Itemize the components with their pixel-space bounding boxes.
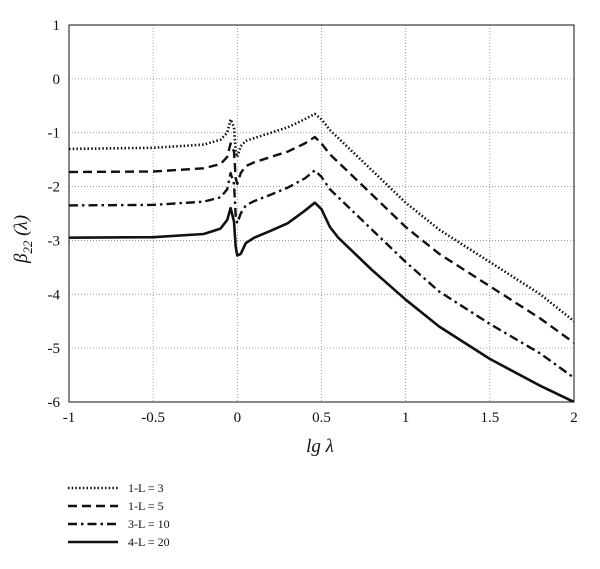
y-axis-label-rest: (λ): [11, 215, 32, 241]
y-axis-label-main: β: [11, 253, 32, 264]
x-tick-label: -1: [63, 410, 76, 426]
x-axis-label: lg λ: [306, 436, 334, 457]
y-tick-label: 0: [53, 72, 61, 88]
y-tick-label: -3: [48, 233, 61, 249]
y-tick-label: -5: [48, 341, 61, 357]
x-tick-label: 0: [234, 410, 242, 426]
series-line-4: [69, 201, 574, 402]
x-tick-label: 1.5: [480, 410, 499, 426]
series-line-1: [69, 112, 574, 323]
y-tick-label: -1: [48, 126, 61, 142]
y-tick-label: -2: [48, 180, 61, 196]
legend-label-2: 1-L = 5: [128, 499, 164, 513]
series-line-3: [69, 169, 574, 379]
series-layer: [69, 112, 574, 402]
y-axis-label-subscript: 22: [20, 240, 35, 254]
y-tick-label: -6: [48, 395, 61, 411]
x-tick-label: 1: [402, 410, 410, 426]
y-axis-label: β22 (λ): [11, 215, 35, 264]
tick-labels: -1 -0.5 0 0.5 1 1.5 2 1 0 -1 -2 -3 -4 -5 -6: [48, 18, 578, 426]
grid: [68, 24, 575, 403]
x-tick-label: -0.5: [141, 410, 165, 426]
legend-label-1: 1-L = 3: [128, 481, 164, 495]
plot-frame: [68, 24, 575, 403]
legend-label-3: 3-L = 10: [128, 517, 170, 531]
y-tick-label: 1: [53, 18, 61, 34]
y-tick-label: -4: [48, 287, 61, 303]
series-line-2: [69, 135, 574, 344]
x-tick-label: 2: [570, 410, 578, 426]
legend-label-4: 4-L = 20: [128, 535, 170, 549]
x-tick-label: 0.5: [312, 410, 331, 426]
legend: 1-L = 3 1-L = 5 3-L = 10 4-L = 20: [68, 481, 170, 549]
